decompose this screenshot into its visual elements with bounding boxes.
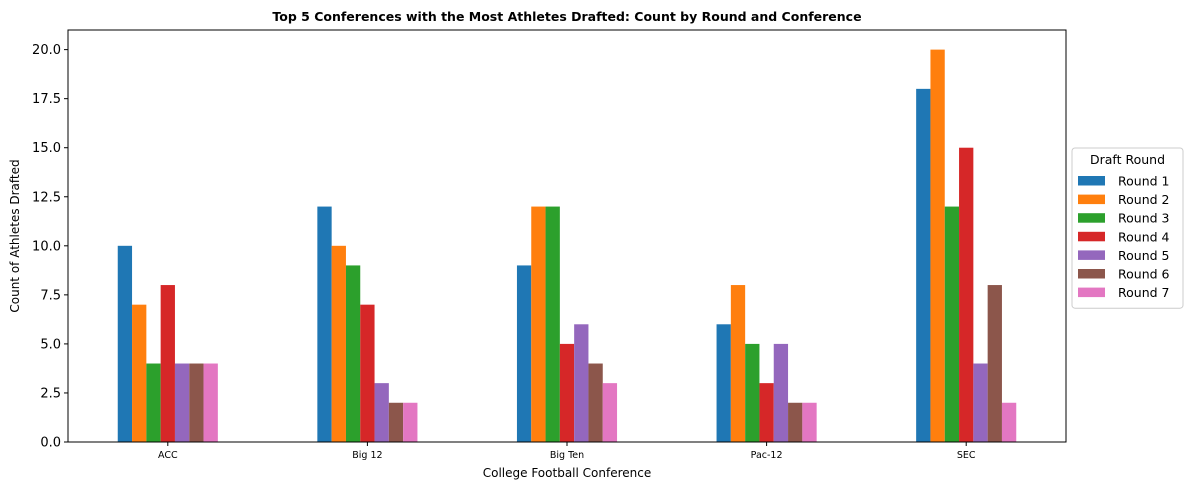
y-tick-label: 5.0	[40, 337, 61, 352]
bar-round-7-big-12	[403, 402, 418, 442]
bar-round-6-sec	[987, 285, 1002, 442]
x-tick-label: Pac-12	[751, 450, 783, 461]
bar-round-1-pac-12	[716, 324, 731, 442]
bar-round-4-sec	[959, 147, 974, 442]
plot-frame	[67, 29, 1067, 443]
bar-round-2-sec	[930, 49, 945, 443]
bar-round-4-pac-12	[759, 383, 774, 442]
bar-round-6-acc	[189, 363, 204, 442]
bar-round-3-sec	[944, 206, 960, 442]
bar-round-3-big-12	[345, 265, 361, 442]
legend-swatch	[1078, 213, 1105, 223]
legend-entry-label: Round 7	[1118, 285, 1169, 300]
chart-title: Top 5 Conferences with the Most Athletes…	[272, 9, 861, 24]
bar-round-4-big-12	[360, 304, 375, 442]
bar-round-5-big-12	[374, 383, 389, 442]
bar-round-5-big-ten	[574, 324, 589, 442]
bar-round-1-sec	[916, 88, 931, 443]
plot-area: 0.0 2.5 5.0 7.5 10.0 12.5 15.0 17.5 20.0 ACC Big 1…	[32, 29, 1067, 461]
legend-swatch	[1078, 231, 1105, 242]
bar-round-7-acc	[203, 363, 218, 442]
y-tick-label: 10.0	[32, 239, 61, 254]
bar-round-3-pac-12	[745, 343, 760, 442]
legend-entry-label: Round 2	[1118, 192, 1169, 207]
y-axis-label: Count of Athletes Drafted	[8, 159, 22, 312]
legend-title: Draft Round	[1090, 152, 1165, 167]
x-tick-label: Big Ten	[550, 450, 584, 461]
bar-round-6-big-12	[388, 402, 404, 442]
y-tick-label: 12.5	[32, 190, 61, 205]
bar-round-2-pac-12	[730, 285, 746, 442]
legend-entry-label: Round 3	[1118, 211, 1169, 226]
bar-round-3-big-ten	[545, 206, 560, 442]
legend-box	[1071, 147, 1184, 309]
x-axis-label: College Football Conference	[483, 466, 651, 480]
bar-round-7-sec	[1001, 402, 1017, 442]
legend-swatch	[1078, 269, 1105, 279]
legend-swatch	[1078, 287, 1105, 298]
bar-round-4-acc	[160, 285, 175, 442]
y-tick-label: 17.5	[32, 92, 61, 107]
legend-swatch	[1078, 176, 1105, 186]
y-tick-label: 15.0	[32, 141, 61, 156]
bar-round-6-big-ten	[588, 363, 603, 442]
legend-swatch	[1078, 194, 1105, 205]
bar-round-5-acc	[174, 363, 190, 442]
y-tick-label: 2.5	[40, 386, 61, 401]
bar-round-5-pac-12	[773, 343, 789, 442]
bar-round-2-acc	[132, 304, 147, 442]
y-tick-label: 7.5	[40, 288, 61, 303]
legend-entry-label: Round 4	[1118, 229, 1170, 244]
y-tick-label: 20.0	[32, 43, 61, 58]
bar-round-4-big-ten	[559, 343, 575, 442]
x-tick-label: Big 12	[352, 450, 382, 461]
bar-round-3-acc	[146, 363, 161, 442]
x-tick-label: SEC	[957, 450, 976, 461]
bar-round-6-pac-12	[788, 402, 803, 442]
y-tick-label: 0.0	[40, 436, 61, 451]
legend-entry-label: Round 1	[1118, 174, 1169, 189]
bar-round-1-acc	[117, 245, 133, 442]
legend: Draft Round Round 1 Round 2 Round 3 Round 4 R…	[1071, 147, 1184, 309]
bar-round-2-big-12	[331, 245, 346, 442]
bar-round-5-sec	[973, 363, 988, 442]
bar-round-2-big-ten	[531, 206, 546, 442]
bar-round-7-pac-12	[802, 402, 817, 442]
legend-entry-label: Round 5	[1118, 248, 1169, 263]
bar-round-1-big-12	[317, 206, 332, 442]
legend-entry-label: Round 6	[1118, 267, 1170, 282]
x-tick-label: ACC	[158, 450, 178, 461]
legend-swatch	[1078, 250, 1105, 260]
bar-round-7-big-ten	[602, 383, 618, 442]
bar-round-1-big-ten	[516, 265, 532, 442]
